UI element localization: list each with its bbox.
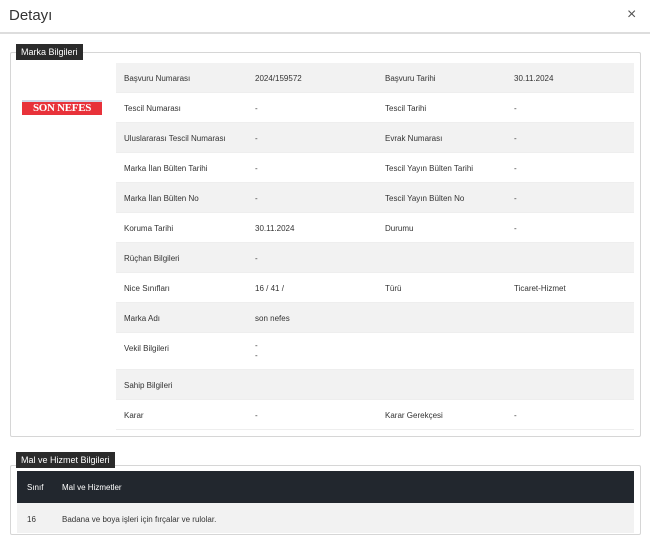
section-legend: Marka Bilgileri [16,44,83,60]
field-value: - [514,411,517,420]
field-label: Vekil Bilgileri [124,344,169,353]
field-label: Koruma Tarihi [124,224,174,233]
field-value: - [255,164,258,173]
table-row: Uluslararası Tescil Numarası - Evrak Numar… [116,123,634,153]
table-row: Marka Adı son nefes [116,303,634,333]
field-label: Nice Sınıfları [124,284,170,293]
field-value: - [514,224,517,233]
table-row: Tescil Numarası - Tescil Tarihi - [116,93,634,123]
modal-header: Detayı × [0,0,650,34]
field-value: 30.11.2024 [255,224,295,233]
table-row: Sahip Bilgileri [116,370,634,400]
field-value: 16 / 41 / [255,284,284,293]
marka-details-table: Başvuru Numarası 2024/159572 Başvuru Tarih… [116,63,634,430]
field-value: Ticaret-Hizmet [514,284,566,293]
field-label: Uluslararası Tescil Numarası [124,134,226,143]
field-value: - [514,164,517,173]
field-value: 30.11.2024 [514,74,554,83]
field-label: Marka İlan Bülten No [124,194,199,203]
field-label: Tescil Tarihi [385,104,427,113]
field-value: 2024/159572 [255,74,302,83]
goods-description: Badana ve boya işleri için fırçalar ve r… [62,515,217,524]
field-value: - [255,134,258,143]
field-label: Marka İlan Bülten Tarihi [124,164,208,173]
table-row: Rüçhan Bilgileri - [116,243,634,273]
field-label: Karar [124,411,144,420]
field-value: son nefes [255,314,290,323]
field-label: Tescil Numarası [124,104,181,113]
class-number: 16 [27,515,36,524]
goods-table-header: Sınıf Mal ve Hizmetler [17,471,634,503]
field-value: - [255,194,258,203]
field-value: - [255,351,258,360]
field-value: - [255,341,258,350]
table-row: 16 Badana ve boya işleri için fırçalar v… [17,503,634,533]
field-label: Karar Gerekçesi [385,411,443,420]
table-row: Nice Sınıfları 16 / 41 / Türü Ticaret-Hizme… [116,273,634,303]
field-value: - [514,104,517,113]
column-header-sinif: Sınıf [27,483,44,492]
table-row: Vekil Bilgileri - - [116,333,634,370]
field-label: Tescil Yayın Bülten No [385,194,465,203]
table-row: Marka İlan Bülten No - Tescil Yayın Bülten… [116,183,634,213]
field-label: Başvuru Tarihi [385,74,436,83]
field-label: Rüçhan Bilgileri [124,254,180,263]
field-label: Tescil Yayın Bülten Tarihi [385,164,474,173]
column-header-mal-hizmetler: Mal ve Hizmetler [62,483,122,492]
table-row: Başvuru Numarası 2024/159572 Başvuru Tarih… [116,63,634,93]
field-label: Sahip Bilgileri [124,381,173,390]
field-value: - [255,104,258,113]
table-row: Karar - Karar Gerekçesi - [116,400,634,430]
trademark-logo: SON NEFES [22,100,102,115]
field-value: - [514,194,517,203]
section-legend: Mal ve Hizmet Bilgileri [16,452,115,468]
field-value: - [255,411,258,420]
field-value: - [514,134,517,143]
close-icon[interactable]: × [627,6,637,23]
field-label: Evrak Numarası [385,134,443,143]
field-label: Marka Adı [124,314,161,323]
marka-bilgileri-section [10,52,641,437]
field-label: Başvuru Numarası [124,74,191,83]
table-row: Koruma Tarihi 30.11.2024 Durumu - [116,213,634,243]
table-row: Marka İlan Bülten Tarihi - Tescil Yayın Bü… [116,153,634,183]
modal-title: Detayı [9,7,53,24]
field-value: - [255,254,258,263]
field-label: Türü [385,284,402,293]
field-label: Durumu [385,224,414,233]
